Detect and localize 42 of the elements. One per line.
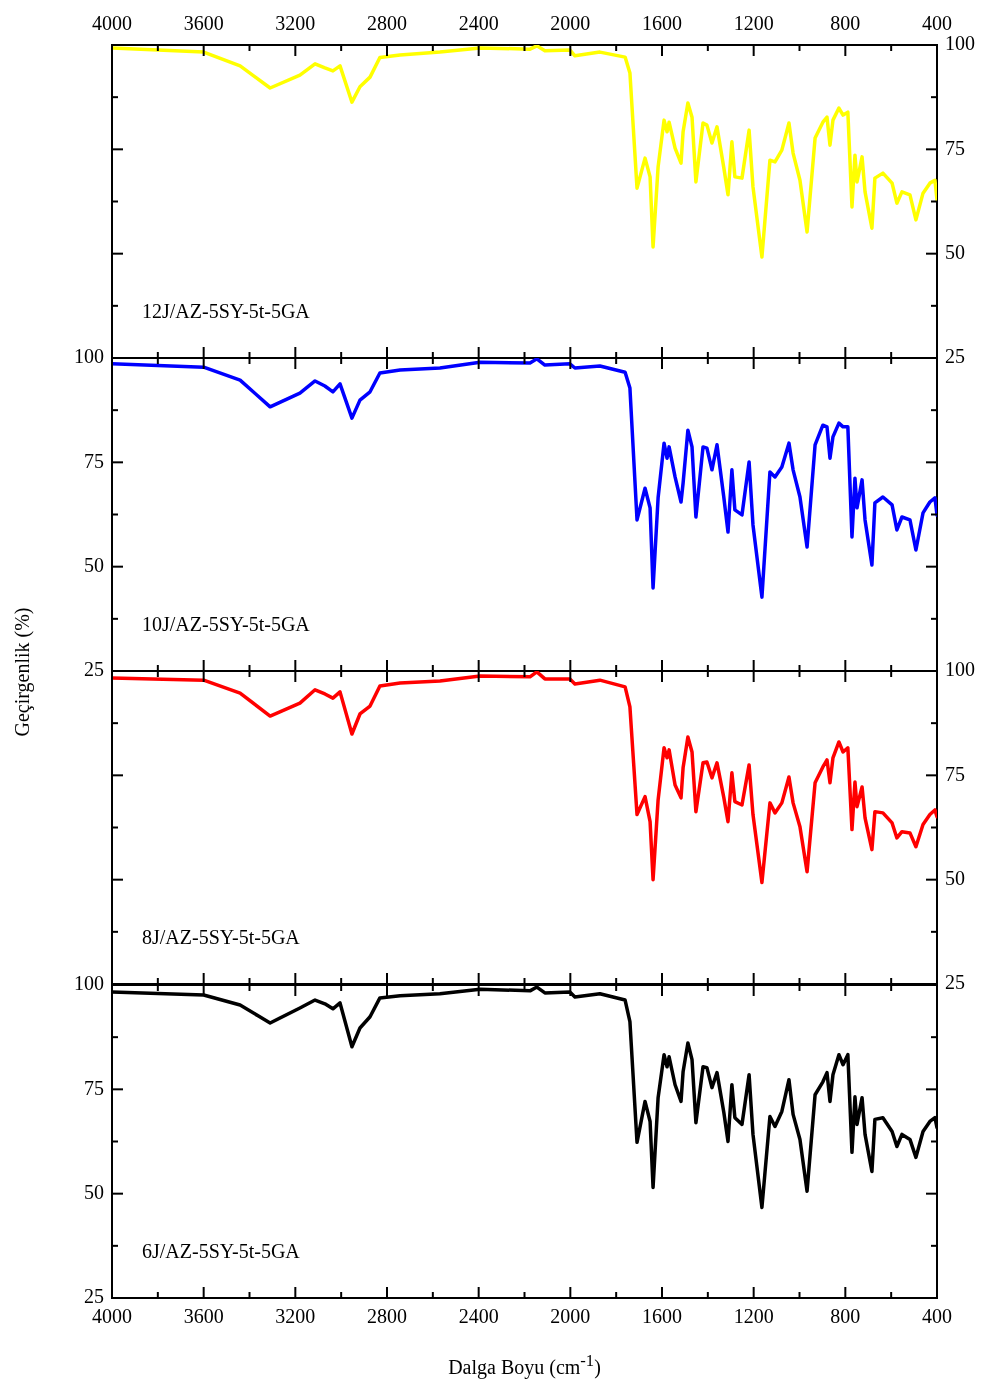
x-tick-label: 400	[922, 1305, 952, 1328]
x-tick-label: 2400	[458, 1305, 499, 1328]
x2-tick-label: 800	[830, 12, 861, 35]
y2-tick-label: 75	[945, 136, 965, 159]
x2-tick-label: 2000	[550, 12, 591, 35]
text: 10J/AZ-5SY-5t-5GA	[142, 613, 311, 635]
y-tick-label: 75	[84, 1076, 104, 1099]
y2-tick-label: 50	[945, 866, 965, 889]
x2-tick-label: 2400	[458, 12, 499, 35]
y2-tick-label: 50	[945, 240, 965, 263]
text: 8J/AZ-5SY-5t-5GA	[142, 926, 301, 948]
y2-tick-label: 75	[945, 762, 965, 785]
x2-tick-label: 400	[922, 12, 952, 35]
y-axis-title: Geçirgenlik (%)	[10, 606, 34, 737]
y-tick-label: 50	[84, 1180, 104, 1203]
y2-tick-label: 100	[945, 32, 975, 55]
x-axis-title: Dalga Boyu (cm$^{-1}$)	[448, 1351, 601, 1379]
y-tick-label: 75	[84, 449, 104, 472]
y2-tick-label: 25	[945, 345, 965, 368]
x2-tick-label: 3600	[183, 12, 224, 35]
x-tick-label: 800	[830, 1305, 861, 1328]
x2-tick-label: 4000	[92, 12, 132, 35]
x-tick-label: 2800	[367, 1305, 407, 1328]
x-tick-label: 2000	[550, 1305, 591, 1328]
y-tick-label: 25	[84, 658, 104, 681]
x2-tick-label: 1200	[733, 12, 774, 35]
text: 12J/AZ-5SY-5t-5GA	[142, 300, 311, 322]
y2-tick-label: 25	[945, 971, 965, 994]
x-tick-label: 4000	[92, 1305, 132, 1328]
x-tick-label: 3600	[183, 1305, 224, 1328]
x2-tick-label: 2800	[367, 12, 407, 35]
x-tick-label: 1600	[642, 1305, 682, 1328]
y-tick-label: 100	[74, 345, 104, 368]
x-tick-label: 3200	[275, 1305, 316, 1328]
y-tick-label: 100	[74, 972, 104, 995]
x2-tick-label: 1600	[642, 12, 682, 35]
x-tick-label: 1200	[733, 1305, 774, 1328]
y-tick-label: 25	[84, 1285, 104, 1308]
x2-tick-label: 3200	[275, 12, 316, 35]
y2-tick-label: 100	[945, 658, 975, 681]
y-tick-label: 50	[84, 553, 104, 576]
text: 6J/AZ-5SY-5t-5GA	[142, 1240, 301, 1262]
